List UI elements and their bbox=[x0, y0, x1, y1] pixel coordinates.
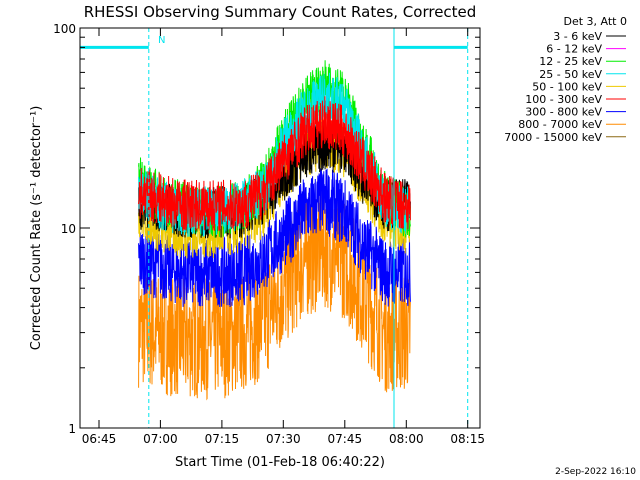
legend-header: Det 3, Att 0 bbox=[564, 15, 628, 28]
x-tick-label: 06:45 bbox=[82, 432, 117, 446]
legend-label: 800 - 7000 keV bbox=[518, 118, 602, 131]
annotation-n: N bbox=[158, 35, 165, 46]
x-tick-label: 07:00 bbox=[143, 432, 178, 446]
legend-label: 300 - 800 keV bbox=[525, 106, 602, 119]
y-tick-label: 1 bbox=[68, 422, 76, 436]
x-tick-label: 08:00 bbox=[389, 432, 424, 446]
y-tick-label: 10 bbox=[61, 222, 76, 236]
legend-label: 12 - 25 keV bbox=[539, 55, 602, 68]
legend-label: 7000 - 15000 keV bbox=[504, 131, 602, 144]
y-tick-label: 100 bbox=[53, 22, 76, 36]
legend-label: 100 - 300 keV bbox=[525, 93, 602, 106]
legend-label: 3 - 6 keV bbox=[553, 30, 602, 43]
data-layer bbox=[138, 60, 411, 401]
axis-layer: 06:45 07:00 07:15 07:30 07:45 08:00 08:15 1 10 10… bbox=[53, 22, 485, 446]
series-300-800-kev-line bbox=[138, 167, 411, 308]
x-tick-label: 07:15 bbox=[205, 432, 240, 446]
footer-date: 2-Sep-2022 16:10 bbox=[555, 467, 636, 477]
chart-title: RHESSI Observing Summary Count Rates, Co… bbox=[84, 3, 477, 21]
x-tick-label: 08:15 bbox=[450, 432, 485, 446]
legend-label: 25 - 50 keV bbox=[539, 68, 602, 81]
x-tick-label: 07:30 bbox=[266, 432, 301, 446]
y-axis-label: Corrected Count Rate (s⁻¹ detector⁻¹) bbox=[29, 106, 44, 351]
legend-label: 6 - 12 keV bbox=[546, 43, 602, 56]
series-100-300-kev-line bbox=[138, 96, 411, 232]
x-axis-label: Start Time (01-Feb-18 06:40:22) bbox=[175, 455, 385, 470]
legend-label: 50 - 100 keV bbox=[532, 80, 602, 93]
x-tick-label: 07:45 bbox=[328, 432, 363, 446]
